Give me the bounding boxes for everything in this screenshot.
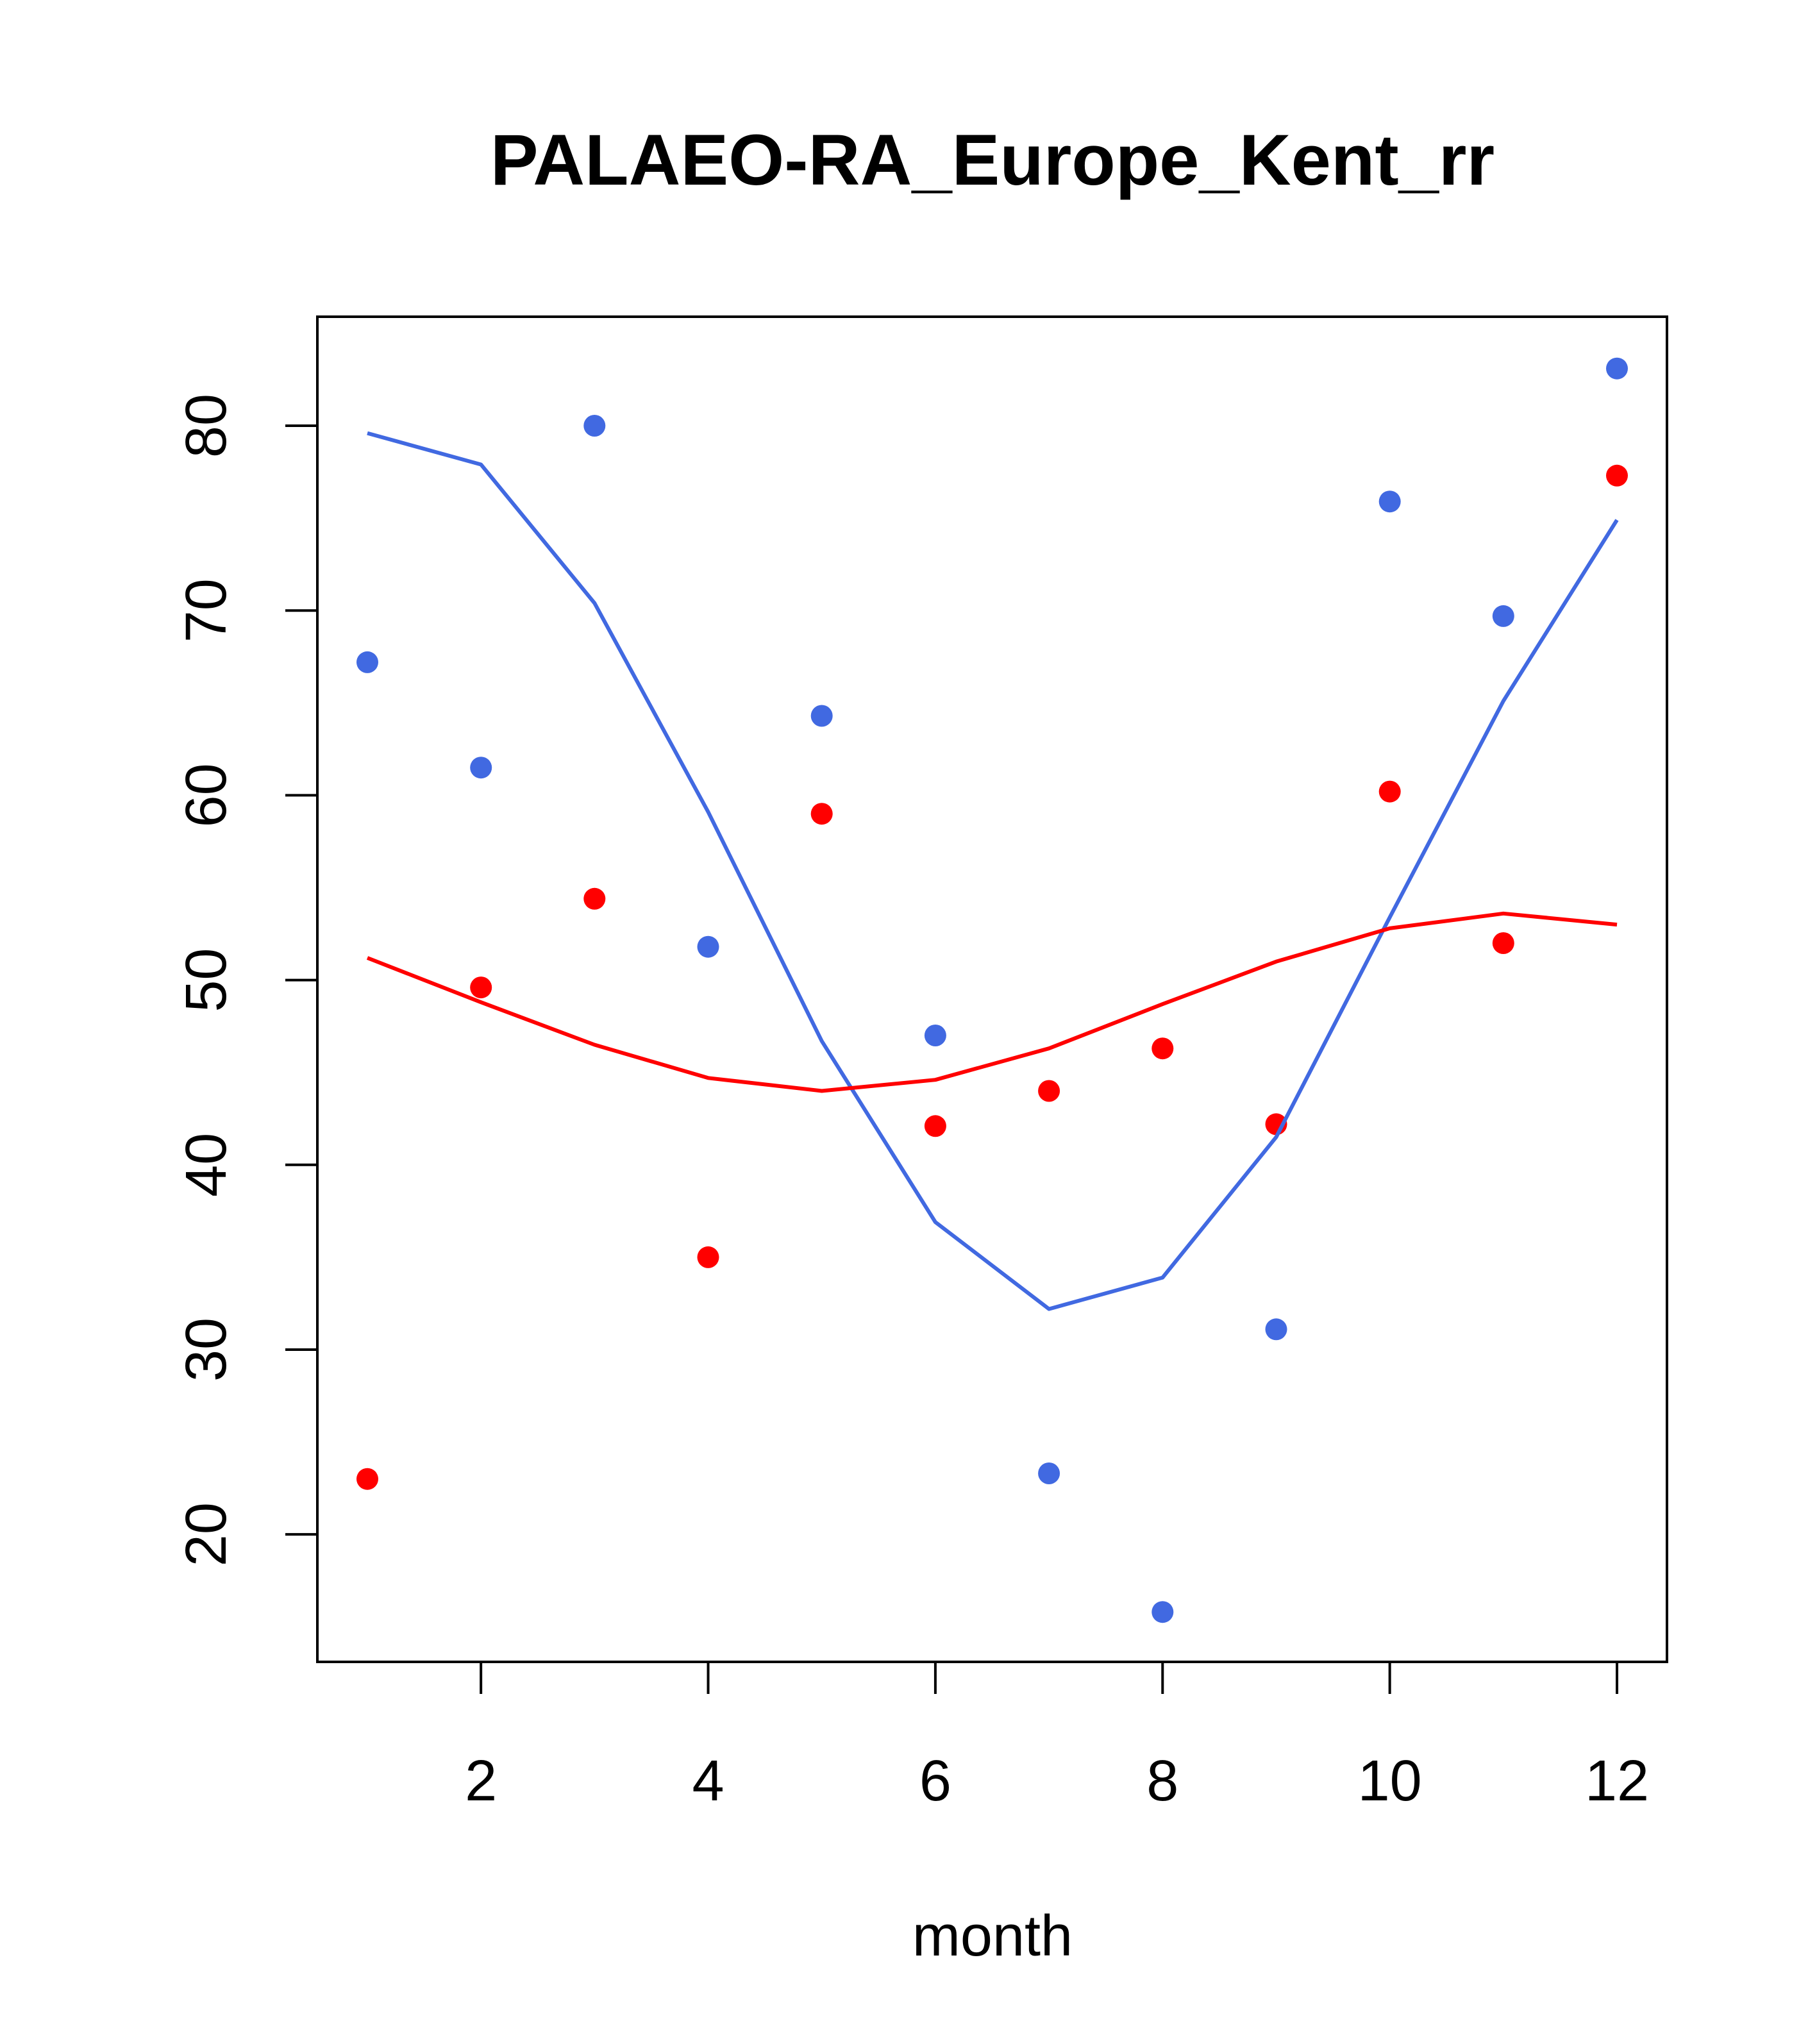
series-1-point xyxy=(697,1246,719,1268)
series-1-point xyxy=(1378,780,1401,803)
x-tick-label: 10 xyxy=(1358,1749,1422,1813)
y-axis: 20 30 40 50 60 70 80 xyxy=(174,394,319,1566)
series-0-point xyxy=(356,651,378,673)
x-tick-label: 6 xyxy=(919,1749,951,1813)
series-0-point xyxy=(924,1025,946,1046)
x-tick-label: 4 xyxy=(692,1749,724,1813)
series-1-point xyxy=(1492,932,1514,954)
x-tick-label: 8 xyxy=(1146,1749,1178,1813)
series-1-point xyxy=(356,1468,378,1490)
series-1-point xyxy=(1038,1080,1060,1102)
series-0-point xyxy=(1038,1462,1060,1484)
series-0-point xyxy=(1606,357,1628,380)
series-1-point xyxy=(810,803,833,825)
series-0-point xyxy=(1151,1601,1174,1623)
series-0-point xyxy=(697,935,719,958)
y-tick-label: 20 xyxy=(174,1502,239,1566)
y-tick-label: 30 xyxy=(174,1318,239,1382)
x-tick-label: 12 xyxy=(1585,1749,1649,1813)
series-1-point xyxy=(470,976,492,999)
series-0-point xyxy=(1378,490,1401,513)
series-0-point xyxy=(1492,605,1514,627)
series-1-point xyxy=(1151,1037,1174,1060)
plot-frame xyxy=(316,315,1668,1663)
series-0-point xyxy=(470,757,492,779)
series-2-line xyxy=(367,431,1619,1311)
chart-title: PALAEO-RA_Europe_Kent_rr xyxy=(490,120,1495,200)
y-tick-label: 50 xyxy=(174,948,239,1012)
y-tick-label: 80 xyxy=(174,394,239,458)
series-0-point xyxy=(1265,1318,1287,1341)
series-3-line xyxy=(366,911,1618,1093)
series-1-point xyxy=(924,1115,946,1137)
y-tick-label: 60 xyxy=(174,763,239,827)
y-tick-label: 70 xyxy=(174,578,239,642)
x-axis-label: month xyxy=(912,1904,1073,1968)
series-1-point xyxy=(583,887,606,910)
series-0-point xyxy=(583,415,606,437)
y-tick-label: 40 xyxy=(174,1133,239,1197)
x-axis: 2 4 6 8 10 12 xyxy=(465,1661,1649,1813)
series-0-point xyxy=(810,705,833,727)
series-layer xyxy=(356,357,1628,1623)
x-tick-label: 2 xyxy=(465,1749,497,1813)
series-1-point xyxy=(1606,464,1628,487)
